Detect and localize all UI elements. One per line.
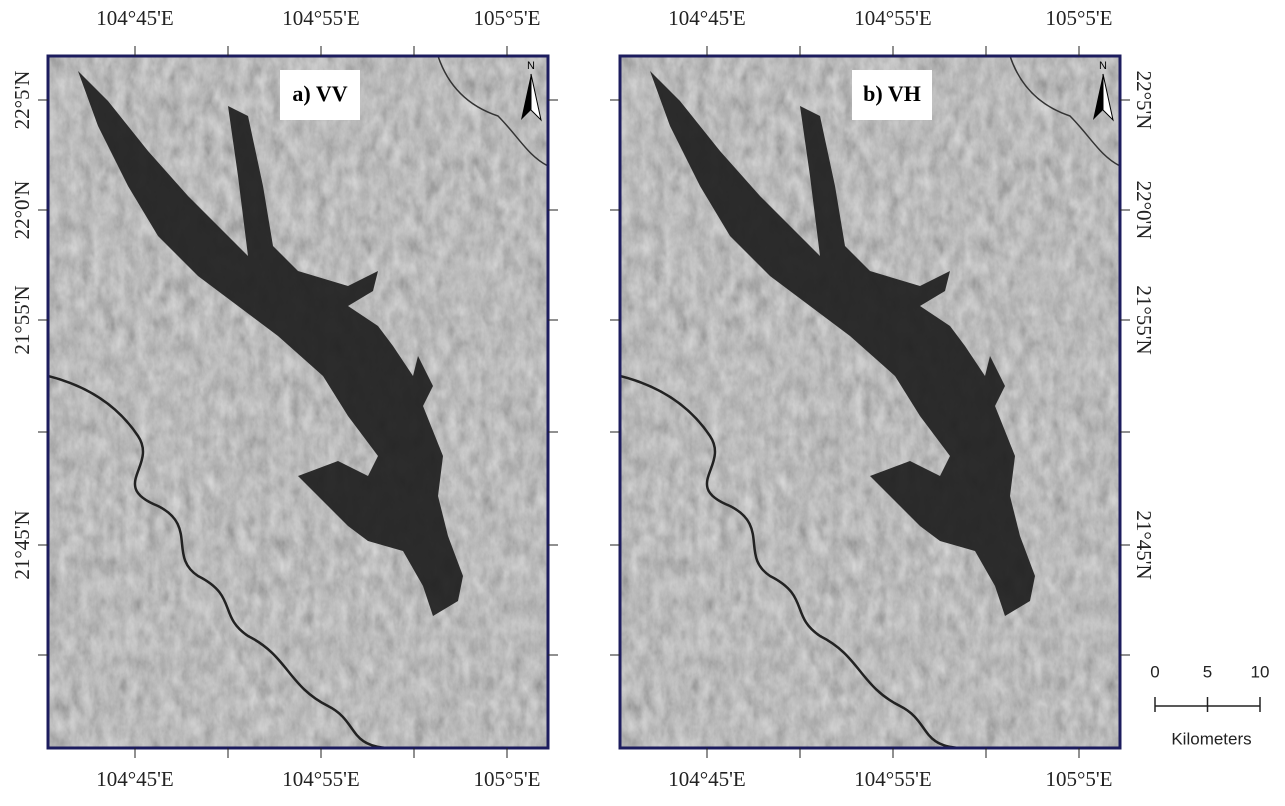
lon-label: 104°55'E (854, 767, 932, 791)
panel-label: a) VV (292, 81, 347, 106)
lon-label: 104°55'E (282, 767, 360, 791)
lat-label: 21°45'N (1132, 510, 1156, 579)
lon-label: 104°55'E (282, 6, 360, 30)
lat-label: 21°55'N (10, 285, 34, 354)
scale-unit: Kilometers (1171, 729, 1251, 748)
sar-image (48, 56, 548, 748)
lon-label: 104°45'E (96, 767, 174, 791)
lon-label: 104°45'E (668, 767, 746, 791)
lon-label: 105°5'E (1045, 6, 1112, 30)
lon-label: 105°5'E (1045, 767, 1112, 791)
lon-label: 105°5'E (473, 6, 540, 30)
lat-label: 22°5'N (10, 71, 34, 130)
north-label: N (1099, 60, 1107, 72)
lat-label: 22°0'N (10, 181, 34, 240)
scale-tick-label: 10 (1251, 662, 1270, 681)
lat-label: 22°0'N (1132, 181, 1156, 240)
lat-label: 22°5'N (1132, 71, 1156, 130)
sar-image (620, 56, 1120, 748)
panel-label: b) VH (863, 81, 921, 106)
lon-label: 104°45'E (96, 6, 174, 30)
map-panel: 104°45'E 104°45'E 104°55'E 104°55'E 105°5'E 1… (10, 6, 558, 791)
map-panel: 104°45'E 104°45'E 104°55'E 104°55'E 105°5'E 1… (610, 6, 1156, 791)
lat-label: 21°55'N (1132, 285, 1156, 354)
lon-label: 104°45'E (668, 6, 746, 30)
figure: 104°45'E 104°45'E 104°55'E 104°55'E 105°5'E 1… (0, 0, 1285, 801)
lon-label: 104°55'E (854, 6, 932, 30)
lat-label: 21°45'N (10, 510, 34, 579)
lon-label: 105°5'E (473, 767, 540, 791)
north-label: N (527, 60, 535, 72)
scale-tick-label: 0 (1150, 662, 1159, 681)
scale-tick-label: 5 (1203, 662, 1212, 681)
